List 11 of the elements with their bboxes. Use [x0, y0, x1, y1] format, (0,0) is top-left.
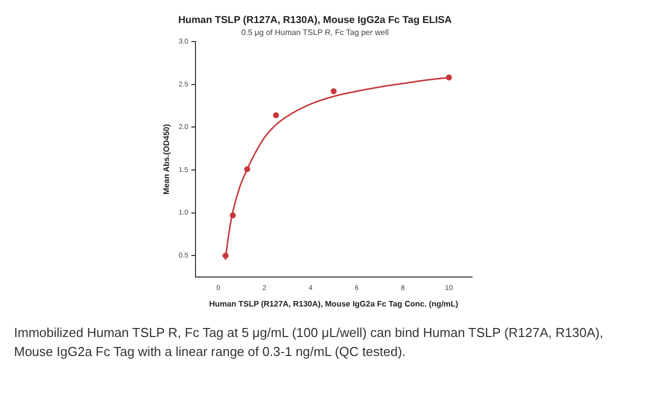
point: [222, 252, 229, 259]
point: [273, 112, 280, 118]
point: [330, 88, 337, 94]
point: [244, 166, 250, 172]
chart-subtitle: 0.5 μg of Human TSLP R, Fc Tag per well: [241, 28, 389, 38]
point: [230, 212, 236, 218]
y-axis-title: Mean Abs.(OD450): [162, 124, 172, 194]
point: [446, 74, 452, 81]
chart-title: Human TSLP (R127A, R130A), Mouse IgG2a Fc Tag ELISA: [178, 14, 452, 26]
text: Immobilized Human TSLP R, Fc Tag at 5 μg/mL (100 μL/well) can bind Human TSLP (R127A, R130A), Mouse IgG2a Fc Tag with a linear range of 0.3-1 ng/mL (QC tested).: [13, 324, 604, 361]
x-axis-title: Human TSLP (R127A, R130A), Mouse IgG2a Fc Tag Conc. (ng/mL): [209, 299, 459, 308]
